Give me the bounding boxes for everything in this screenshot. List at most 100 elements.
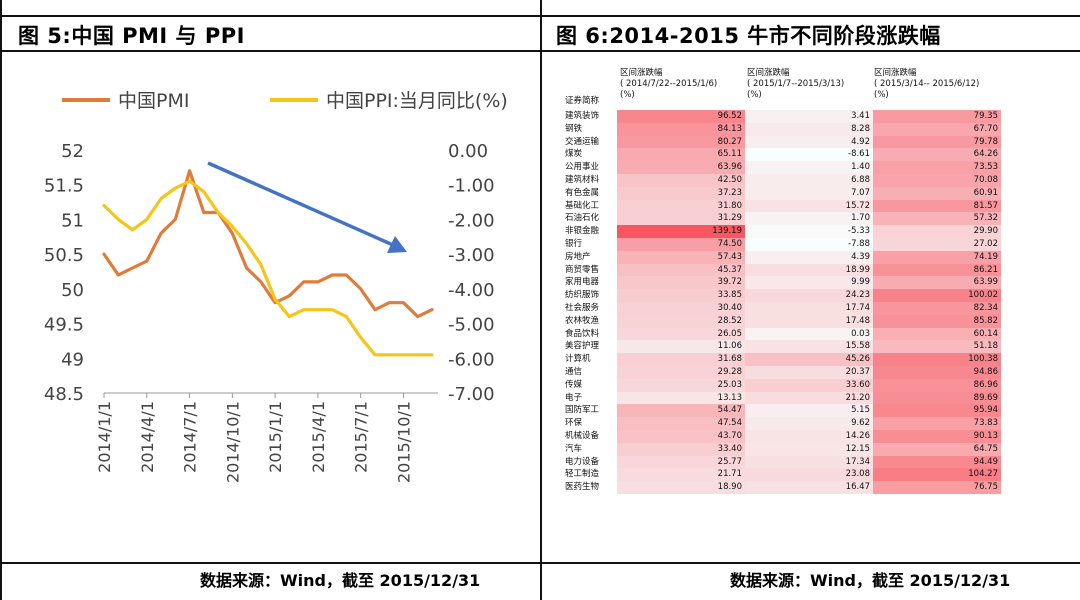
table-row: 纺织服饰 33.85 24.23 100.02 <box>563 289 1005 302</box>
return-cell: 39.72 <box>617 276 745 290</box>
sector-name: 国防军工 <box>565 405 600 416</box>
right-y-tick-label: -6.00 <box>448 349 495 370</box>
return-cell: 60.91 <box>873 186 1001 200</box>
table-row: 农林牧渔 28.52 17.48 85.82 <box>563 314 1005 328</box>
right-panel-source: 数据来源：Wind，截至 2015/12/31 <box>730 571 1011 590</box>
table-row: 通信 29.28 20.37 94.86 <box>563 366 1005 379</box>
left-y-tick-label: 50.5 <box>44 245 84 266</box>
return-cell: 70.08 <box>873 174 1001 187</box>
return-cell: 37.23 <box>617 186 745 200</box>
sector-name: 建筑材料 <box>565 175 600 185</box>
return-cell: 73.83 <box>873 417 1001 430</box>
sector-name: 钢铁 <box>565 123 583 134</box>
x-tick-label: 2014/1/1 <box>95 401 114 473</box>
return-cell: 84.13 <box>617 122 745 136</box>
sector-name: 电子 <box>565 392 583 403</box>
return-cell: 95.94 <box>873 404 1001 418</box>
return-cell: 24.23 <box>745 289 873 302</box>
left-panel-title: 图 5:中国 PMI 与 PPI <box>18 24 245 48</box>
row-header-label: 证券简称 <box>565 96 600 106</box>
sector-name: 农林牧渔 <box>565 315 600 326</box>
table-row: 食品饮料 26.05 0.03 60.14 <box>563 327 1005 341</box>
table-row: 环保 47.54 9.62 73.83 <box>563 417 1005 430</box>
return-cell: 23.08 <box>745 468 873 482</box>
return-cell: 17.48 <box>745 314 873 328</box>
table-row: 公用事业 63.96 1.40 73.53 <box>563 161 1005 174</box>
sector-name: 电力设备 <box>565 456 600 467</box>
frame-middle-divider <box>540 0 542 600</box>
x-tick-label: 2014/7/1 <box>181 401 200 473</box>
table-row: 房地产 57.43 4.39 74.19 <box>563 250 1005 264</box>
left-y-tick-label: 49.5 <box>44 315 84 336</box>
right-panel-title: 图 6:2014-2015 牛市不同阶段涨跌幅 <box>556 24 941 48</box>
return-cell: 17.74 <box>745 302 873 315</box>
return-cell: 20.37 <box>745 366 873 379</box>
sector-name: 银行 <box>565 239 583 249</box>
return-cell: 33.40 <box>617 442 745 456</box>
return-cell: 100.38 <box>873 353 1001 366</box>
return-cell: 29.90 <box>873 225 1001 238</box>
return-cell: 57.43 <box>617 250 745 264</box>
sector-name: 美容护理 <box>565 341 600 352</box>
table-row: 商贸零售 45.37 18.99 86.21 <box>563 263 1005 277</box>
return-cell: 12.15 <box>745 442 873 456</box>
x-tick-label: 2014/10/1 <box>223 401 242 483</box>
return-cell: 27.02 <box>873 238 1001 251</box>
return-cell: 82.34 <box>873 302 1001 315</box>
return-cell: 57.32 <box>873 212 1001 226</box>
return-cell: 21.71 <box>617 468 745 482</box>
x-tick-label: 2015/7/1 <box>352 401 371 473</box>
return-cell: 79.35 <box>873 110 1001 123</box>
sector-name: 机械设备 <box>565 431 600 441</box>
sector-name: 房地产 <box>565 251 591 262</box>
return-cell: 6.88 <box>745 174 873 187</box>
return-cell: 47.54 <box>617 417 745 430</box>
return-cell: 29.28 <box>617 366 745 379</box>
column-header-3: 区间涨跌幅 ( 2015/3/14-- 2015/6/12) (%) <box>874 68 980 100</box>
right-y-tick-label: 0.00 <box>448 141 488 162</box>
sector-name: 社会服务 <box>565 303 600 313</box>
table-row: 社会服务 30.40 17.74 82.34 <box>563 302 1005 315</box>
table-row: 银行 74.50 -7.88 27.02 <box>563 238 1005 251</box>
return-cell: 18.90 <box>617 481 745 494</box>
return-cell: 4.39 <box>745 250 873 264</box>
table-row: 传媒 25.03 33.60 86.96 <box>563 378 1005 392</box>
return-cell: 1.40 <box>745 161 873 174</box>
table-row: 汽车 33.40 12.15 64.75 <box>563 442 1005 456</box>
sector-name: 通信 <box>565 367 583 377</box>
return-cell: 9.62 <box>745 417 873 430</box>
table-row: 计算机 31.68 45.26 100.38 <box>563 353 1005 366</box>
return-cell: 54.47 <box>617 404 745 418</box>
return-cell: 28.52 <box>617 314 745 328</box>
return-cell: 67.70 <box>873 122 1001 136</box>
return-cell: 80.27 <box>617 135 745 149</box>
return-cell: 42.50 <box>617 174 745 187</box>
return-cell: 31.68 <box>617 353 745 366</box>
trend-arrow-line <box>207 161 394 247</box>
table-row: 美容护理 11.06 15.58 51.18 <box>563 340 1005 354</box>
left-y-tick-label: 51 <box>61 210 84 231</box>
return-cell: -8.61 <box>745 148 873 162</box>
return-cell: 16.47 <box>745 481 873 494</box>
left-y-tick-label: 50 <box>61 280 84 301</box>
table-row: 钢铁 84.13 8.28 67.70 <box>563 122 1005 136</box>
sector-name: 纺织服饰 <box>565 290 600 301</box>
return-cell: 86.96 <box>873 378 1001 392</box>
return-cell: 94.86 <box>873 366 1001 379</box>
sector-return-heat-table: 证券简称 区间涨跌幅 ( 2014/7/22--2015/1/6) (%) 区间… <box>563 62 1005 552</box>
table-row: 电力设备 25.77 17.34 94.49 <box>563 455 1005 469</box>
table-row: 建筑材料 42.50 6.88 70.08 <box>563 174 1005 187</box>
return-cell: 0.03 <box>745 327 873 341</box>
table-row: 电子 13.13 21.20 89.69 <box>563 391 1005 405</box>
return-cell: 9.99 <box>745 276 873 290</box>
right-y-tick-label: -2.00 <box>448 210 495 231</box>
left-panel-source: 数据来源：Wind，截至 2015/12/31 <box>200 571 481 590</box>
return-cell: 64.75 <box>873 442 1001 456</box>
right-y-tick-label: -3.00 <box>448 245 495 266</box>
sector-name: 汽车 <box>565 443 583 454</box>
frame-left-border <box>0 0 2 600</box>
return-cell: 81.57 <box>873 199 1001 213</box>
return-cell: 31.29 <box>617 212 745 226</box>
return-cell: 74.50 <box>617 238 745 251</box>
sector-name: 计算机 <box>565 354 591 365</box>
